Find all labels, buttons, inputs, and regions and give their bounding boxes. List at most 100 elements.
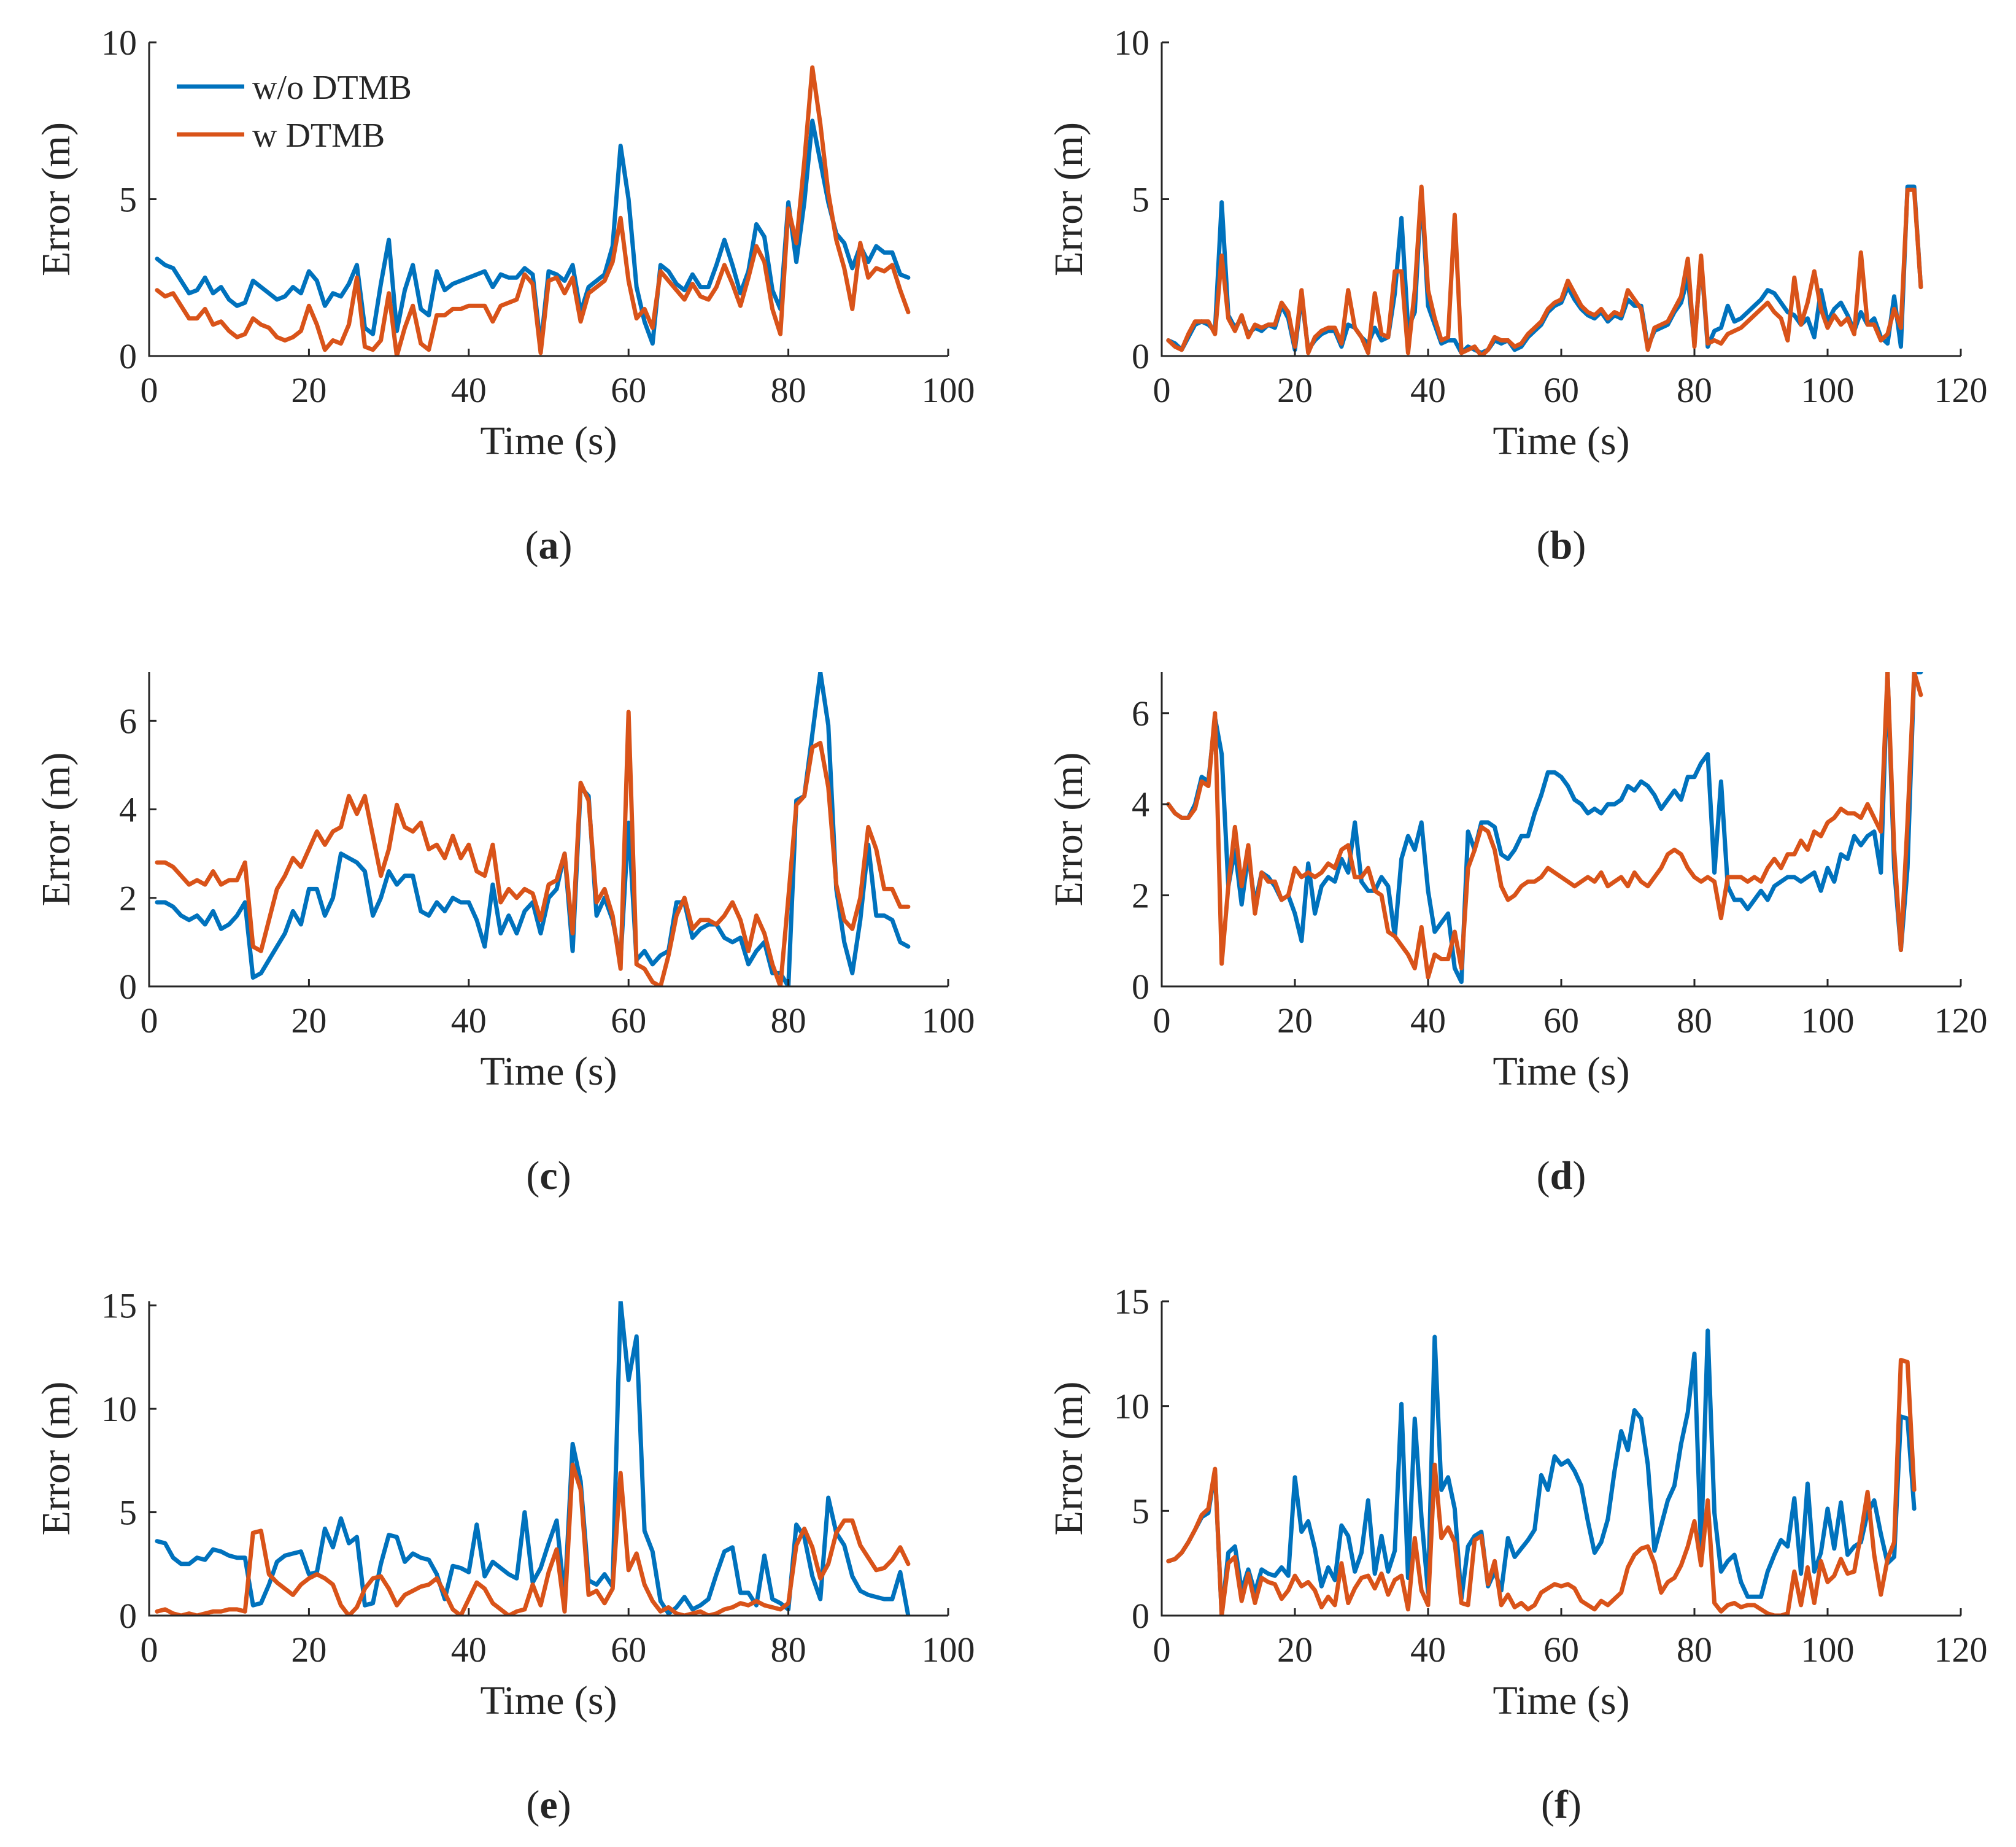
x-axis-label: Time (s) [480,1678,617,1723]
series-line-with-dtmb [155,1462,911,1616]
y-axis-label: Error (m) [1046,122,1091,276]
y-tick-label: 15 [101,1286,137,1326]
legend-label: w/o DTMB [252,69,412,107]
y-tick-label: 6 [119,701,137,741]
series-line-without-dtmb [1166,672,1923,985]
x-tick-label: 60 [1543,370,1579,410]
x-tick-label: 100 [922,1630,975,1670]
y-axis-label: Error (m) [34,1381,79,1535]
y-tick-label: 5 [1132,180,1149,220]
x-axis-label: Time (s) [480,1049,617,1094]
x-tick-label: 0 [1153,1001,1171,1040]
y-axis-label: Error (m) [34,122,79,276]
series-line-with-dtmb [1166,1358,1917,1616]
y-tick-label: 2 [1132,876,1149,916]
x-tick-label: 0 [141,1630,158,1670]
series-line-without-dtmb [1166,1328,1917,1616]
y-tick-label: 6 [1132,694,1149,734]
x-tick-label: 100 [1801,1630,1855,1670]
panel-caption: (f) [1541,1783,1582,1827]
x-tick-label: 0 [141,1001,158,1040]
x-tick-label: 40 [451,1001,487,1040]
x-tick-label: 80 [1677,1630,1712,1670]
series-line-without-dtmb [1166,184,1923,355]
y-tick-label: 4 [119,790,137,830]
x-tick-label: 80 [771,370,806,410]
x-tick-label: 40 [1410,1630,1446,1670]
y-tick-label: 0 [119,1596,137,1636]
x-tick-label: 80 [771,1630,806,1670]
x-tick-label: 40 [1410,370,1446,410]
x-tick-label: 100 [922,1001,975,1040]
x-tick-label: 20 [1277,370,1313,410]
x-tick-label: 40 [451,370,487,410]
y-tick-label: 2 [119,878,137,918]
y-tick-label: 10 [1114,23,1149,63]
x-tick-label: 20 [1277,1630,1313,1670]
chart-panel-d: 0 20 40 60 80 100 120 0 2 4 6 Time (s) Error (m) (d) [1046,672,1988,1198]
series-line-with-dtmb [155,710,911,986]
x-tick-label: 60 [1543,1630,1579,1670]
y-axis-label: Error (m) [1046,1381,1091,1535]
x-tick-label: 20 [291,1001,326,1040]
y-tick-label: 5 [119,180,137,220]
chart-panel-e: 0 20 40 60 80 100 0 5 10 15 Time (s) Error (m) (e) [34,1286,975,1827]
legend-label: w DTMB [252,117,385,155]
panel-caption: (e) [526,1783,571,1827]
panel-caption: (a) [525,523,573,568]
y-tick-label: 0 [1132,336,1149,376]
legend: w/o DTMB w DTMB [177,69,412,155]
x-tick-label: 120 [1934,370,1988,410]
x-tick-label: 20 [291,370,326,410]
y-tick-label: 10 [1114,1387,1149,1427]
y-tick-label: 0 [1132,967,1149,1007]
x-tick-label: 20 [1277,1001,1313,1040]
y-tick-label: 0 [1132,1596,1149,1636]
axis-lines [1161,672,1961,988]
x-axis-label: Time (s) [480,419,617,463]
y-tick-label: 5 [1132,1491,1149,1531]
chart-panel-b: 0 20 40 60 80 100 120 0 5 10 Time (s) Error (m) (b) [1046,23,1988,568]
y-tick-label: 0 [119,967,137,1007]
panel-caption: (b) [1537,523,1586,568]
x-tick-label: 100 [922,370,975,410]
chart-panel-c: 0 20 40 60 80 100 0 2 4 6 Time (s) Error (m) (c) [34,672,975,1198]
panel-caption: (c) [526,1153,571,1198]
x-tick-label: 60 [611,370,646,410]
y-tick-label: 15 [1114,1282,1149,1322]
chart-panel-a: 0 20 40 60 80 100 0 5 10 Time (s) Error (m) (a) w/o … [34,23,975,568]
x-tick-label: 80 [771,1001,806,1040]
chart-panel-f: 0 20 40 60 80 100 120 0 5 10 15 Time (s) Error (m) (f… [1046,1282,1988,1827]
x-tick-label: 120 [1934,1630,1988,1670]
x-tick-label: 80 [1677,370,1712,410]
y-axis-label: Error (m) [1046,752,1091,906]
x-axis-label: Time (s) [1493,1678,1629,1723]
x-tick-label: 120 [1934,1001,1988,1040]
x-tick-label: 80 [1677,1001,1712,1040]
y-tick-label: 10 [101,23,137,63]
x-tick-label: 40 [1410,1001,1446,1040]
series-line-with-dtmb [155,65,911,356]
y-tick-label: 4 [1132,784,1149,824]
x-axis-label: Time (s) [1493,1049,1629,1094]
series-line-with-dtmb [1166,184,1923,356]
x-tick-label: 0 [1153,370,1171,410]
x-axis-label: Time (s) [1493,419,1629,463]
x-tick-label: 100 [1801,1001,1855,1040]
x-tick-label: 0 [1153,1630,1171,1670]
x-tick-label: 60 [1543,1001,1579,1040]
x-tick-label: 60 [611,1630,646,1670]
x-tick-label: 40 [451,1630,487,1670]
y-tick-label: 5 [119,1493,137,1533]
x-tick-label: 20 [291,1630,326,1670]
y-axis-label: Error (m) [34,752,79,906]
y-tick-label: 10 [101,1389,137,1429]
x-tick-label: 0 [141,370,158,410]
panel-caption: (d) [1537,1153,1586,1198]
x-tick-label: 100 [1801,370,1855,410]
series-line-with-dtmb [1166,672,1923,980]
y-tick-label: 0 [119,336,137,376]
x-tick-label: 60 [611,1001,646,1040]
